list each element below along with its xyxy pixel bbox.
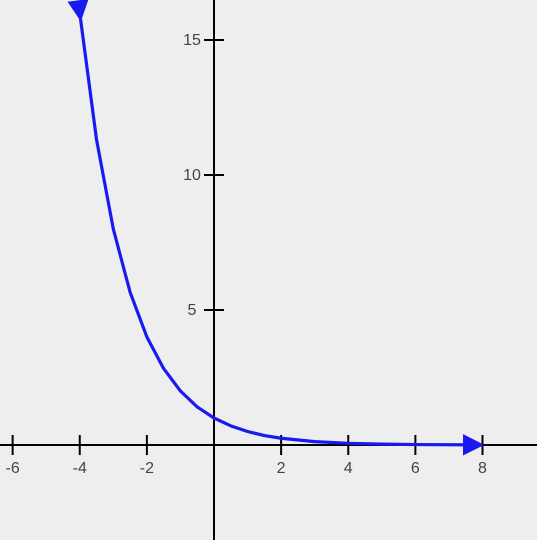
- x-tick-label: 6: [411, 460, 420, 477]
- x-tick-label: 8: [478, 460, 487, 477]
- x-tick-label: -6: [6, 460, 20, 477]
- y-tick-label: 5: [188, 302, 197, 319]
- y-tick-label: 10: [183, 167, 201, 184]
- x-tick-label: -4: [73, 460, 87, 477]
- x-tick-label: 4: [344, 460, 353, 477]
- decay-chart: -6-4-224681051015: [0, 0, 537, 540]
- chart-svg: -6-4-224681051015: [0, 0, 537, 540]
- decay-curve: [80, 13, 476, 445]
- x-tick-label: 2: [277, 460, 286, 477]
- x-tick-label: -2: [140, 460, 154, 477]
- y-tick-label: 15: [183, 32, 201, 49]
